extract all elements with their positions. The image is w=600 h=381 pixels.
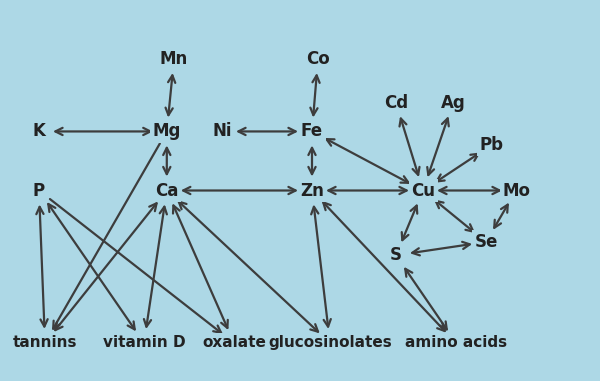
Text: glucosinolates: glucosinolates [268, 335, 392, 351]
Text: Pb: Pb [480, 136, 504, 154]
Text: Mn: Mn [160, 50, 188, 68]
Text: Fe: Fe [301, 122, 323, 141]
Text: P: P [33, 181, 45, 200]
Text: Cd: Cd [384, 94, 408, 112]
Text: Co: Co [306, 50, 330, 68]
Text: amino acids: amino acids [405, 335, 507, 351]
Text: Ag: Ag [440, 94, 466, 112]
Text: K: K [32, 122, 46, 141]
Text: Mo: Mo [502, 181, 530, 200]
Text: Zn: Zn [300, 181, 324, 200]
Text: Cu: Cu [411, 181, 435, 200]
Text: Ni: Ni [212, 122, 232, 141]
Text: S: S [390, 246, 402, 264]
Text: Mg: Mg [152, 122, 181, 141]
Text: Se: Se [475, 233, 497, 251]
Text: vitamin D: vitamin D [103, 335, 185, 351]
Text: oxalate: oxalate [202, 335, 266, 351]
Text: Ca: Ca [155, 181, 178, 200]
Text: tannins: tannins [13, 335, 77, 351]
